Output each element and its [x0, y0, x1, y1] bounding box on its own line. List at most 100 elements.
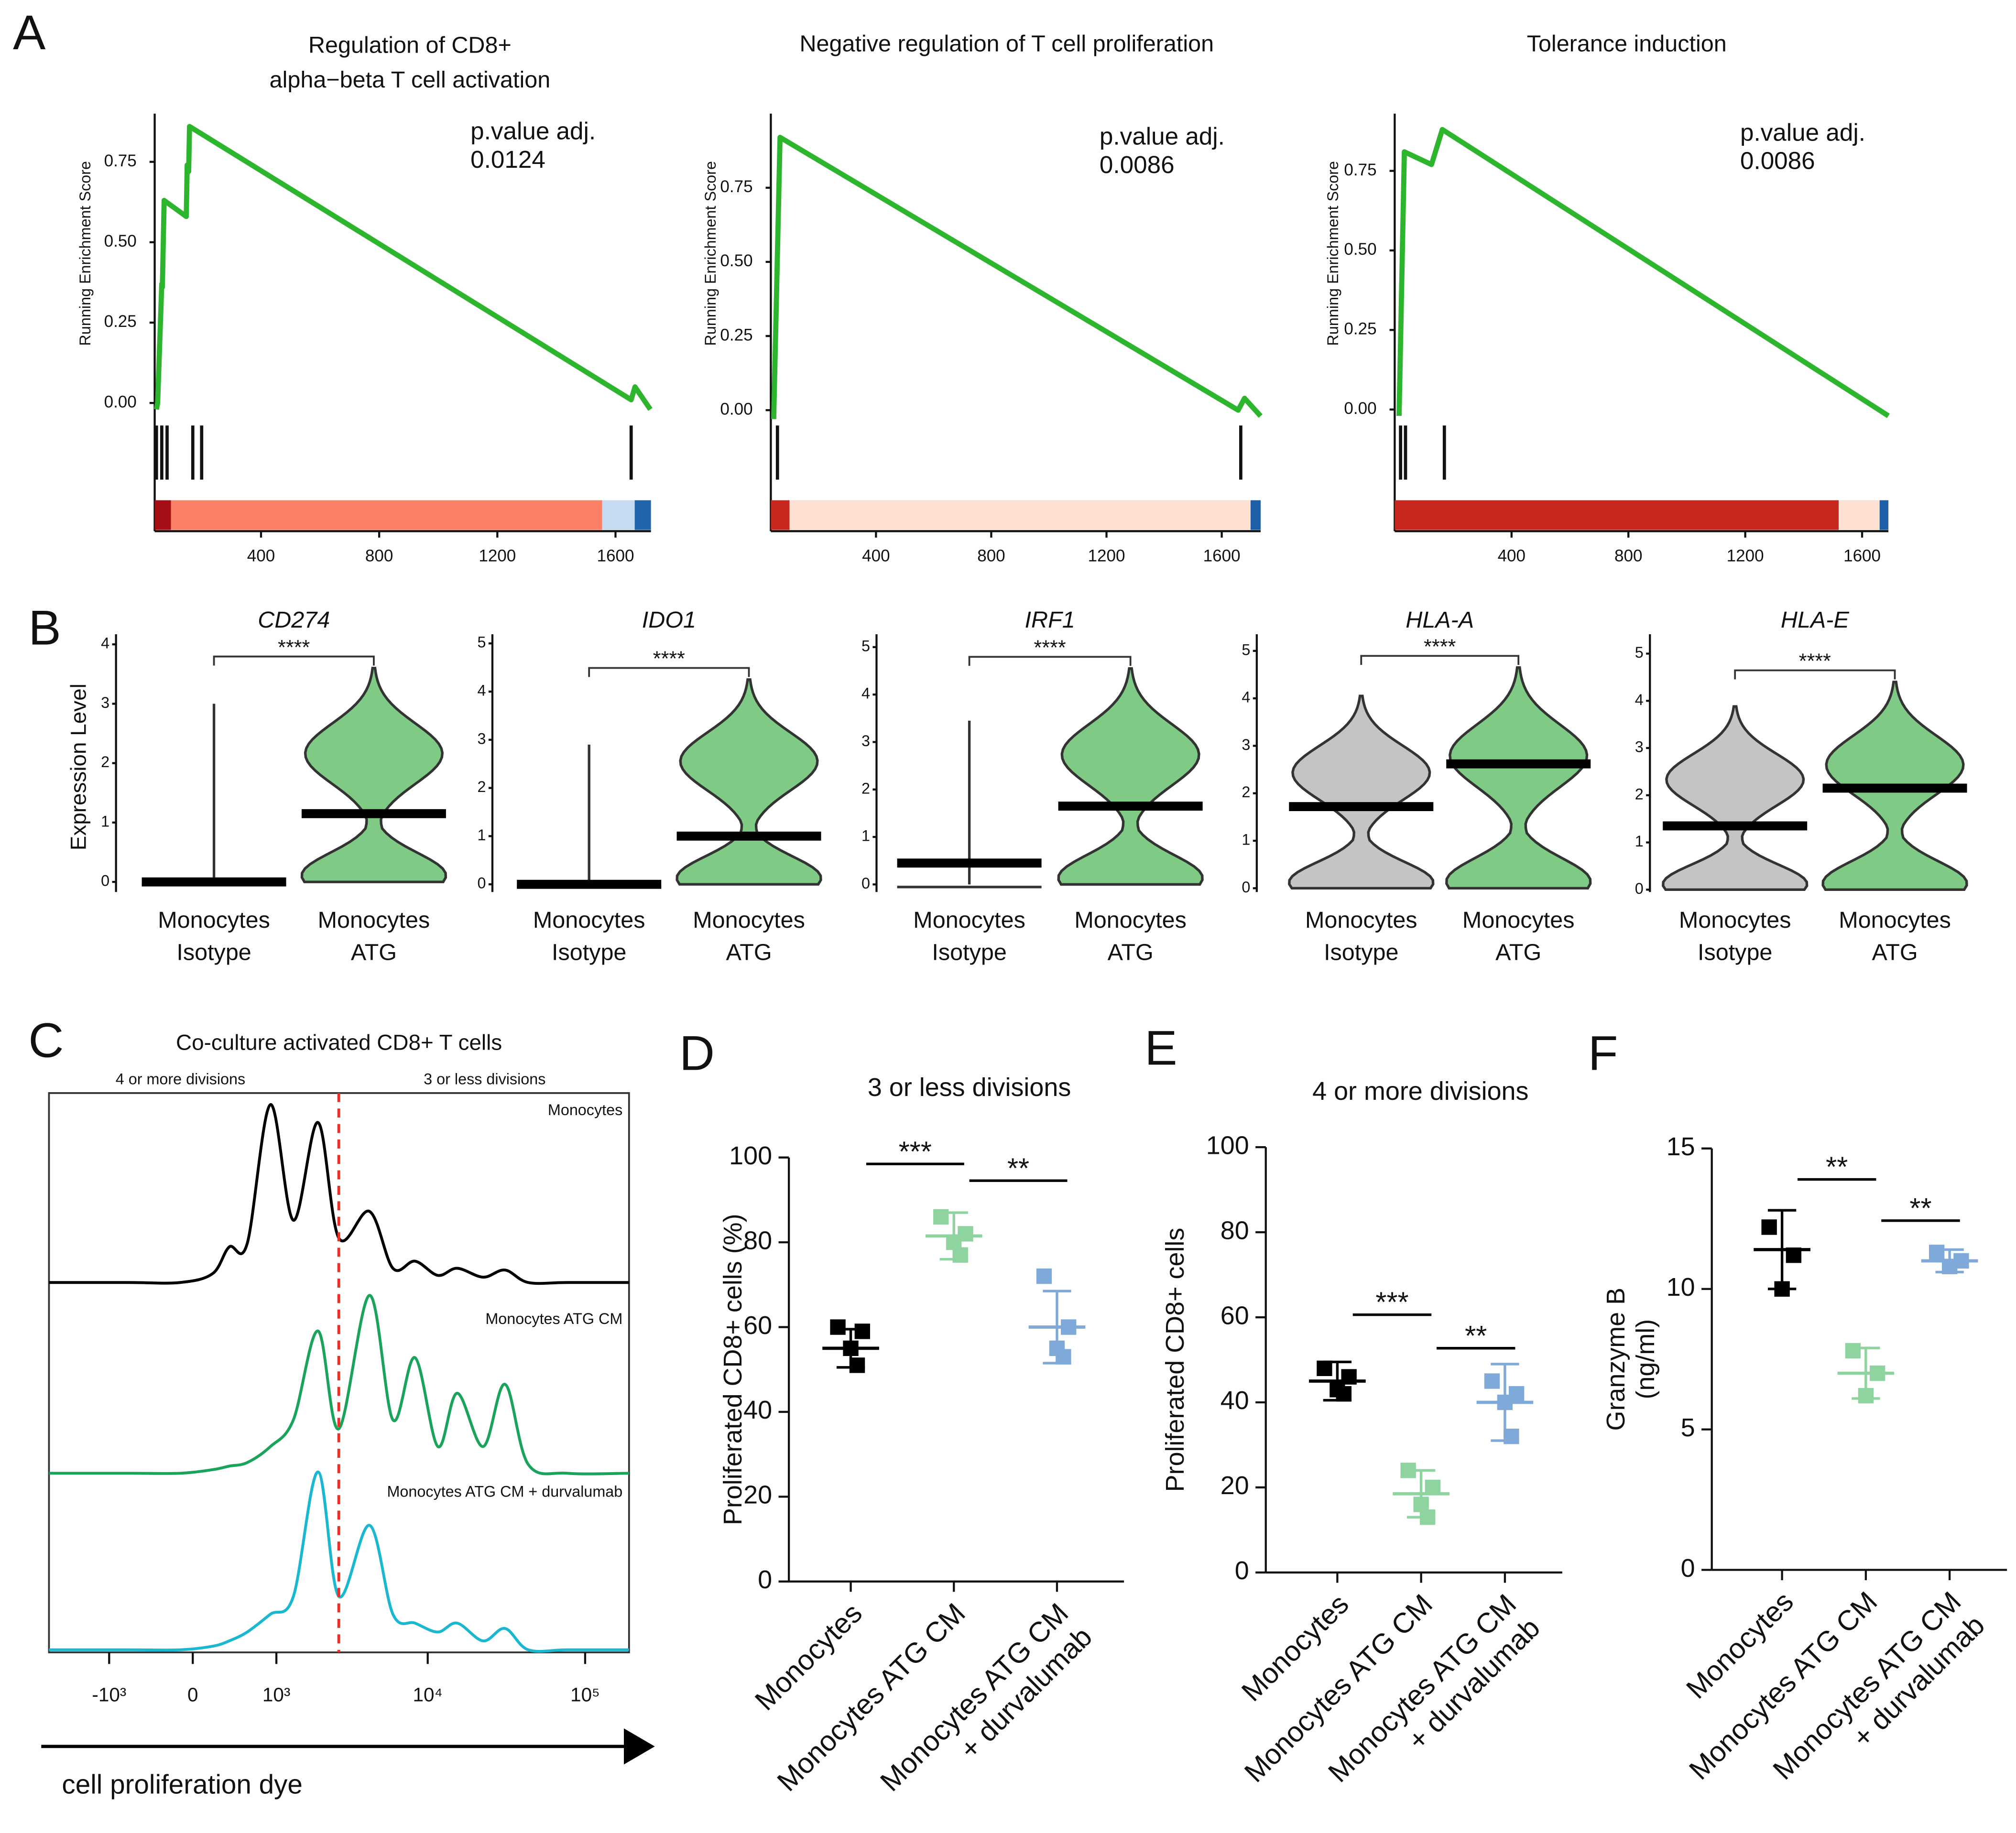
violin: [300, 667, 447, 883]
x-tick-label: Monocytes: [318, 907, 430, 933]
y-axis-label: Running Enrichment Score: [702, 161, 719, 346]
chart-title: Regulation of CD8+: [308, 32, 512, 58]
y-tick-label: 10: [1667, 1273, 1695, 1302]
rank-segment: [771, 500, 790, 530]
x-tick-label: ATG: [1495, 940, 1541, 965]
y-tick-label: 3: [1242, 736, 1250, 753]
x-tick-label: Isotype: [176, 940, 251, 965]
significance-label: ****: [653, 648, 685, 671]
x-tick-label: Monocytes ATG CM: [874, 1597, 1074, 1797]
significance-bracket: [1360, 655, 1520, 665]
y-tick-label: 0.25: [104, 312, 137, 331]
y-tick-label: 5: [1242, 641, 1250, 658]
y-tick-label: 100: [1206, 1131, 1249, 1160]
y-tick-label: 5: [478, 634, 486, 651]
y-tick-label: 0.75: [1344, 161, 1376, 179]
y-tick-label: 0: [1635, 880, 1644, 897]
rank-segment: [1250, 500, 1261, 530]
x-tick-label: 400: [862, 547, 890, 565]
y-tick-label: 40: [743, 1396, 772, 1424]
significance-bracket: [1734, 669, 1896, 680]
y-tick-label: 5: [861, 637, 870, 654]
x-tick-label: Monocytes ATG CM: [771, 1597, 971, 1797]
y-axis-label: Proliferated CD8+ cells (%): [719, 1214, 747, 1525]
y-axis-label: Running Enrichment Score: [1324, 161, 1341, 346]
y-tick-label: 2: [101, 753, 109, 770]
y-tick-label: 0.50: [104, 232, 137, 250]
significance-label: ****: [1424, 635, 1456, 658]
y-tick-label: 4: [478, 682, 486, 699]
y-tick-label: 3: [1635, 738, 1644, 756]
x-tick-label: 1600: [1843, 547, 1881, 565]
data-point: [1036, 1268, 1052, 1284]
y-tick-label: 0.25: [720, 325, 752, 344]
x-tick-label: Monocytes: [533, 907, 645, 933]
x-tick-label: 800: [365, 547, 393, 565]
y-tick-label: 60: [743, 1311, 772, 1340]
chart-title: alpha−beta T cell activation: [270, 67, 551, 93]
y-tick-label: 0.50: [720, 251, 752, 270]
annotation-value: 0.0086: [1740, 147, 1815, 174]
y-tick-label: 0: [758, 1565, 772, 1594]
y-axis-label: Expression Level: [66, 683, 90, 850]
x-tick-label: ATG: [1872, 940, 1918, 965]
data-point: [830, 1319, 846, 1335]
x-tick-label: 1600: [597, 547, 634, 565]
x-tick-label: Monocytes: [913, 907, 1025, 933]
y-tick-label: 5: [1635, 644, 1644, 661]
chart-title: HLA-E: [1781, 607, 1850, 633]
x-tick-label: 800: [1614, 547, 1642, 565]
panel-letter: C: [28, 1012, 64, 1067]
x-tick-label: Monocytes: [158, 907, 270, 933]
y-tick-label: 2: [1635, 785, 1644, 803]
x-tick-label: Monocytes: [693, 907, 805, 933]
y-tick-label: 3: [861, 732, 870, 749]
rank-segment: [1395, 500, 1839, 530]
x-tick-label: 400: [247, 547, 275, 565]
enrichment-line: [153, 124, 653, 411]
significance-label: **: [1465, 1320, 1487, 1352]
significance-label: ****: [1034, 636, 1066, 659]
panel-letter: D: [679, 1025, 715, 1080]
y-tick-label: 0: [1235, 1556, 1249, 1585]
significance-label: ***: [899, 1135, 932, 1167]
y-tick-label: 4: [1242, 689, 1250, 706]
region-label: 3 or less divisions: [424, 1070, 545, 1087]
y-tick-label: 0: [1242, 879, 1250, 896]
enrichment-line: [771, 134, 1263, 419]
y-tick-label: 60: [1220, 1301, 1249, 1330]
series-label: Monocytes ATG CM: [485, 1310, 622, 1327]
y-tick-label: 20: [743, 1481, 772, 1509]
x-tick-label: Isotype: [1698, 940, 1772, 965]
chart-title: Tolerance induction: [1527, 31, 1727, 57]
x-tick-label: 10³: [262, 1683, 290, 1705]
y-axis-label: Proliferated CD8+ cells: [1161, 1228, 1189, 1492]
x-tick-label: 1600: [1203, 547, 1241, 565]
x-tick-label: 800: [977, 547, 1005, 565]
rank-segment: [154, 500, 171, 530]
y-tick-label: 4: [101, 635, 109, 652]
significance-bracket: [213, 655, 375, 666]
y-tick-label: 0.75: [720, 177, 752, 196]
significance-label: **: [1007, 1152, 1029, 1184]
violin: [1445, 666, 1592, 890]
y-tick-label: 1: [861, 827, 870, 845]
y-tick-label: 0.00: [720, 400, 752, 418]
x-tick-label: 1200: [479, 547, 516, 565]
rank-segment: [789, 500, 1251, 530]
y-tick-label: 3: [101, 694, 109, 711]
series-label: Monocytes: [548, 1101, 622, 1118]
x-tick-label: 0: [187, 1683, 198, 1705]
y-tick-label: 80: [1220, 1216, 1249, 1245]
series-label: Monocytes ATG CM + durvalumab: [387, 1483, 622, 1500]
x-tick-label: Monocytes: [1679, 907, 1791, 933]
panel-letter: A: [13, 5, 46, 60]
significance-label: **: [1909, 1192, 1931, 1224]
y-tick-label: 2: [1242, 783, 1250, 801]
x-tick-label: Monocytes: [1305, 907, 1417, 933]
annotation: p.value adj.: [470, 118, 596, 145]
y-tick-label: 4: [861, 685, 870, 702]
y-tick-label: 4: [1635, 691, 1644, 708]
significance-label: **: [1826, 1151, 1848, 1183]
x-tick-label: 10⁵: [570, 1683, 600, 1705]
